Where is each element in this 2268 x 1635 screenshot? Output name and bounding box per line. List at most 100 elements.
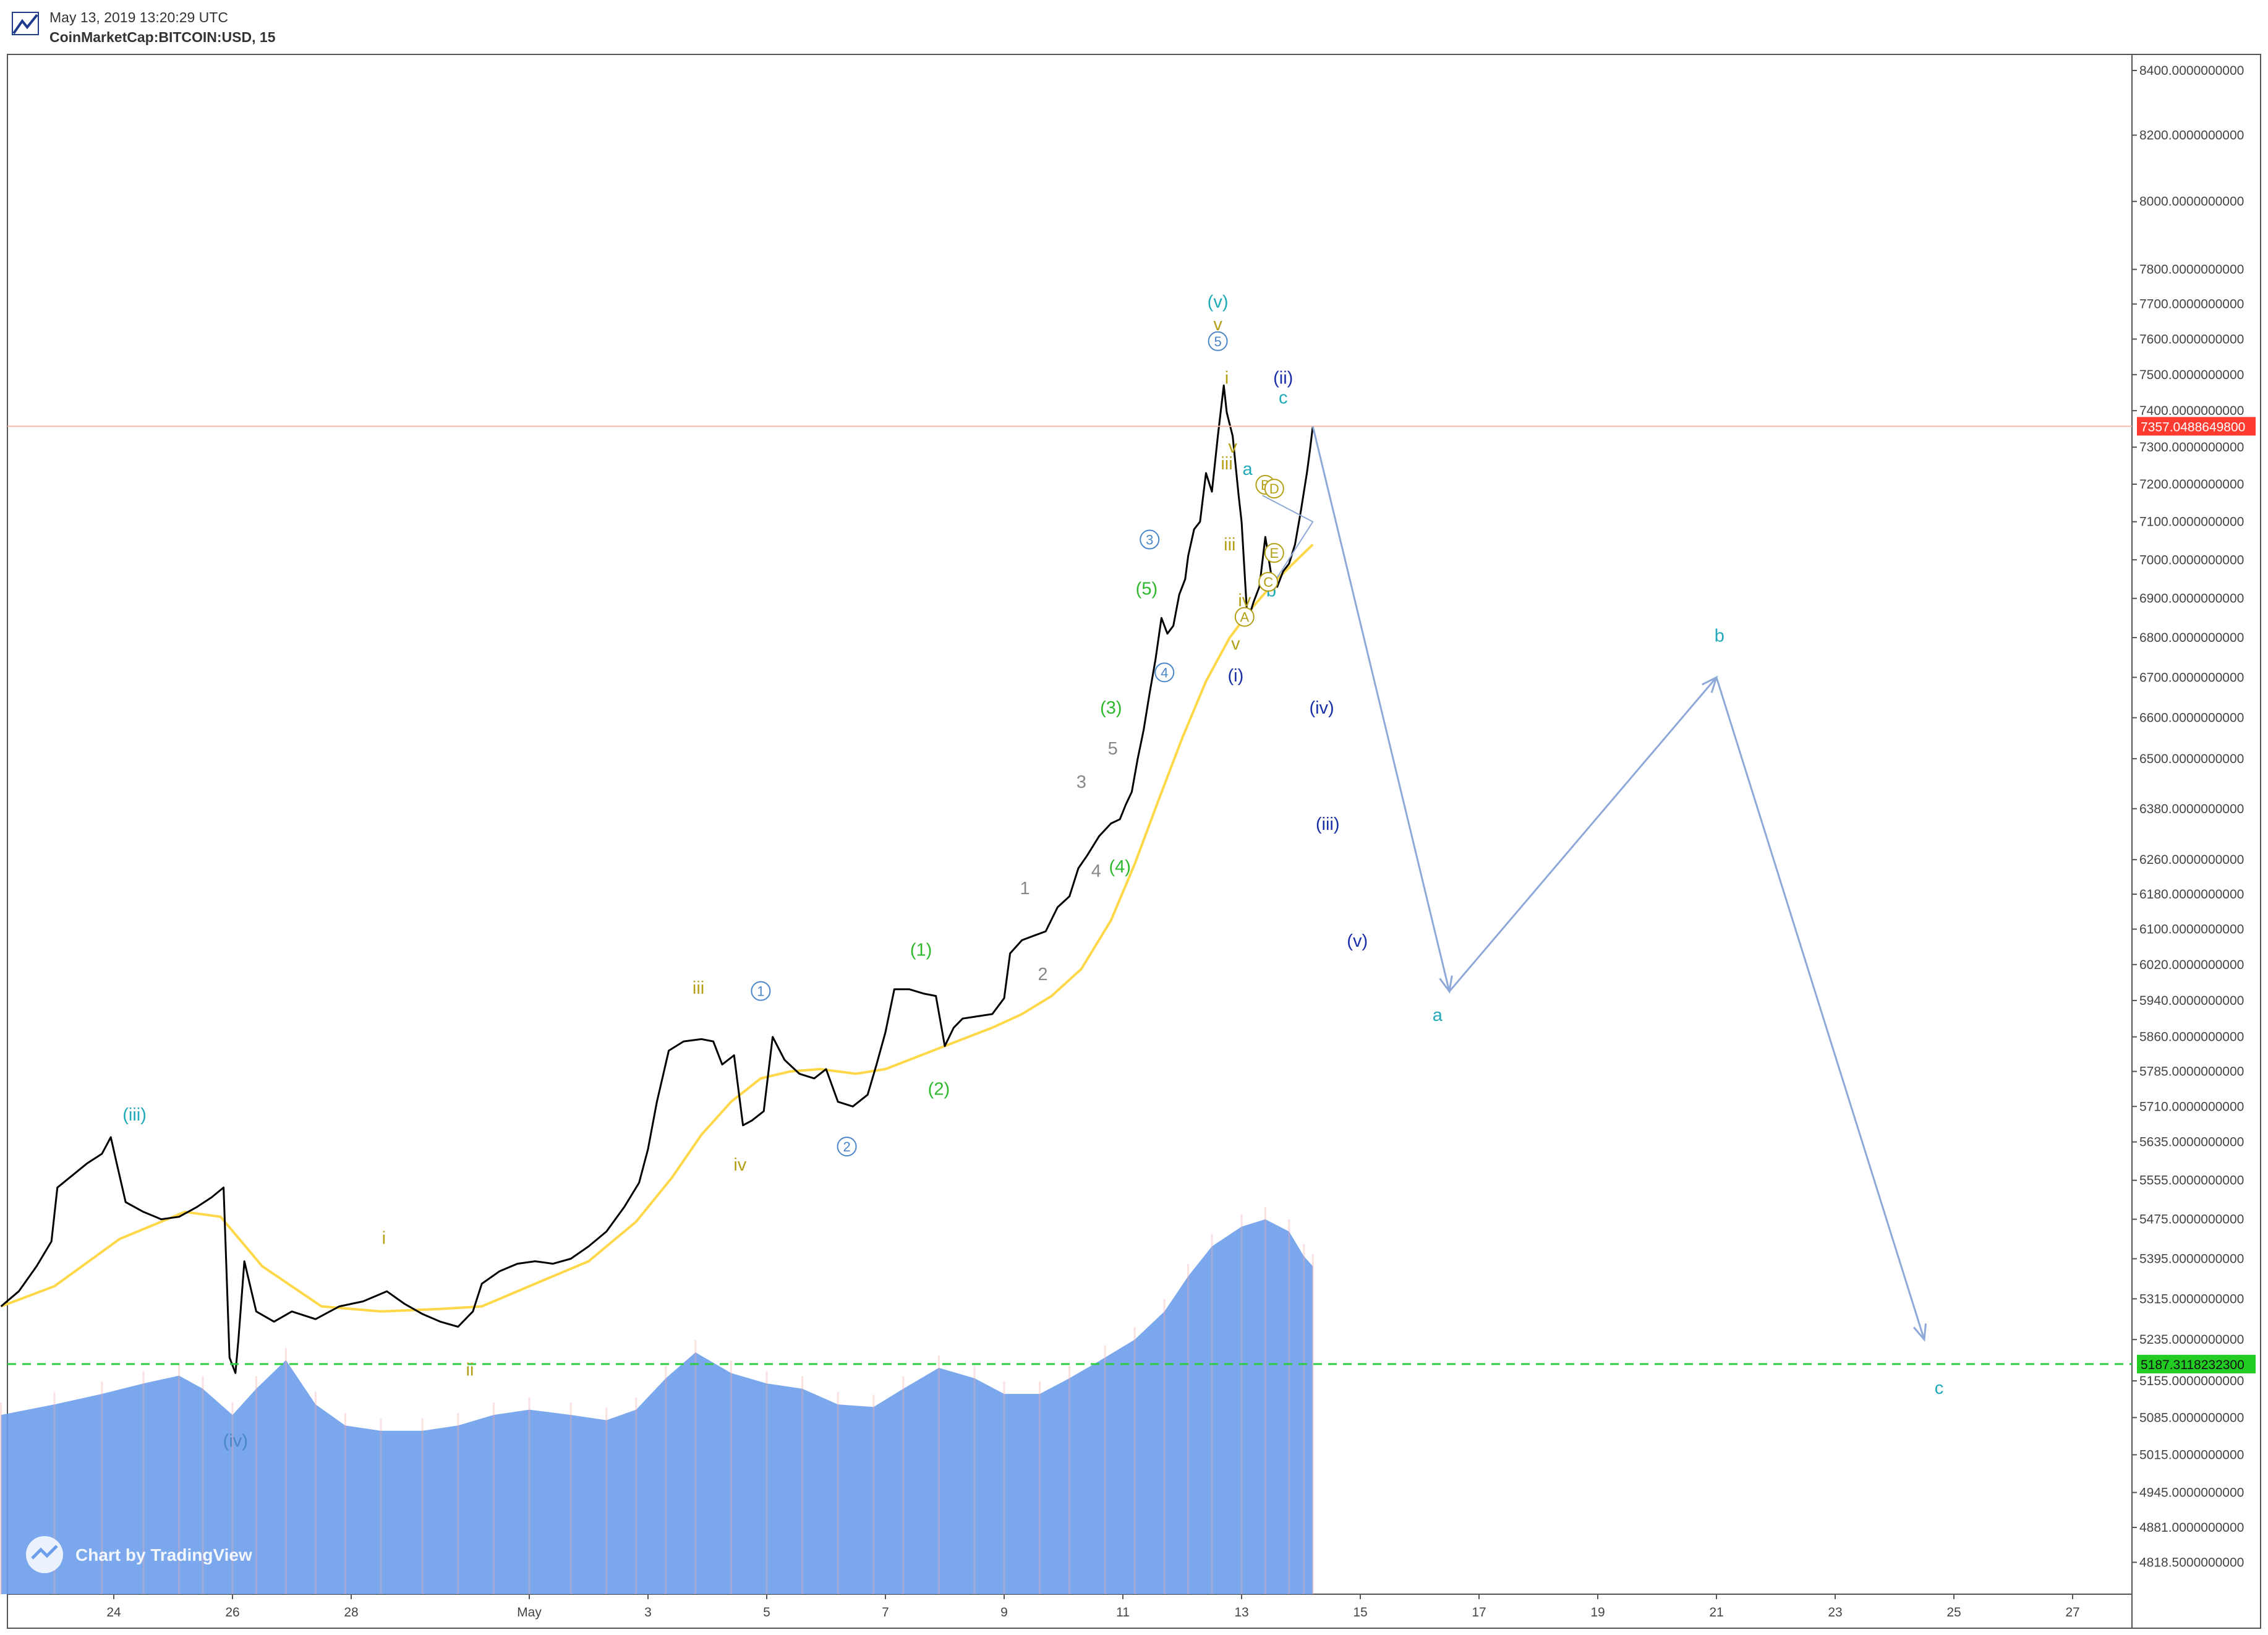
wave-label: 5 bbox=[1108, 739, 1118, 759]
wave-label-text: (4) bbox=[1109, 857, 1130, 877]
y-tick-label: 6600.0000000000 bbox=[2139, 711, 2244, 725]
wave-label-text: A bbox=[1240, 610, 1249, 625]
wave-label: b bbox=[1715, 626, 1724, 646]
wave-label: c bbox=[1935, 1378, 1944, 1398]
y-tick-label: 6500.0000000000 bbox=[2139, 752, 2244, 766]
wave-label: (iii) bbox=[1316, 814, 1340, 834]
y-tick-label: 5860.0000000000 bbox=[2139, 1030, 2244, 1044]
wave-label-text: C bbox=[1263, 574, 1273, 590]
price-series bbox=[0, 384, 1314, 1374]
wave-label-text: i bbox=[1225, 368, 1229, 388]
wave-label-text: D bbox=[1269, 481, 1279, 497]
price-axis[interactable]: 8400.0000000000 8200.0000000000 8000.00000… bbox=[2132, 64, 2244, 1569]
y-tick-label: 5155.0000000000 bbox=[2139, 1374, 2244, 1388]
wave-label-text: (iii) bbox=[1316, 814, 1340, 834]
wave-label-text: iii bbox=[693, 978, 704, 998]
triangle-pattern-line bbox=[1262, 495, 1314, 587]
wave-label-text: b bbox=[1715, 626, 1724, 646]
wave-label: (iii) bbox=[122, 1105, 147, 1125]
wave-label: (iv) bbox=[1309, 698, 1334, 718]
wave-label-text: E bbox=[1269, 545, 1279, 561]
horizontal-lines bbox=[7, 425, 2132, 1365]
wave-label: 2 bbox=[837, 1137, 857, 1157]
wave-label: 4 bbox=[1154, 662, 1175, 683]
wave-label-circle bbox=[837, 1137, 857, 1157]
wave-label: E bbox=[1264, 543, 1284, 563]
x-tick-label: 27 bbox=[2065, 1605, 2079, 1620]
y-tick-label: 5315.0000000000 bbox=[2139, 1292, 2244, 1306]
y-tick-label: 5235.0000000000 bbox=[2139, 1333, 2244, 1347]
wave-label: 3 bbox=[1076, 772, 1086, 792]
tradingview-logo-icon bbox=[12, 12, 39, 35]
y-tick-label: 6260.0000000000 bbox=[2139, 853, 2244, 867]
wave-label-text: 3 bbox=[1146, 532, 1153, 548]
volume-area bbox=[0, 1206, 1314, 1594]
y-tick-label: 8000.0000000000 bbox=[2139, 195, 2244, 209]
time-axis[interactable]: 24 26 28 May 3 5 7 9 11 13 15 17 19 21 23 25 27 bbox=[106, 1594, 2080, 1620]
y-tick-label: 7800.0000000000 bbox=[2139, 263, 2244, 277]
wave-label-text: 5 bbox=[1214, 334, 1221, 349]
support-price-badge: 5187.3118232300 bbox=[2137, 1354, 2256, 1373]
wave-label-text: 1 bbox=[1020, 879, 1030, 899]
projection-arrowhead bbox=[1913, 1323, 1927, 1342]
wave-label: iii bbox=[693, 978, 704, 998]
y-tick-label: 5085.0000000000 bbox=[2139, 1411, 2244, 1425]
wave-label-text: 5 bbox=[1108, 739, 1118, 759]
wave-label: 4 bbox=[1091, 861, 1101, 881]
wave-label-text: (ii) bbox=[1273, 368, 1293, 388]
y-tick-label: 5635.0000000000 bbox=[2139, 1135, 2244, 1150]
projection-segment bbox=[1715, 677, 1925, 1340]
wave-label-text: 2 bbox=[843, 1139, 850, 1155]
wave-label-text: (v) bbox=[1347, 931, 1368, 951]
snapshot-timestamp: May 13, 2019 13:20:29 UTC bbox=[49, 9, 228, 25]
y-tick-label: 5555.0000000000 bbox=[2139, 1174, 2244, 1188]
wave-label-text: i bbox=[382, 1228, 386, 1248]
wave-label-text: v bbox=[1213, 315, 1222, 335]
wave-label-text: (5) bbox=[1136, 579, 1157, 599]
y-tick-label: 7300.0000000000 bbox=[2139, 440, 2244, 455]
wave-label: v bbox=[1213, 315, 1222, 335]
x-tick-label: 9 bbox=[1000, 1605, 1008, 1620]
wave-label-circle bbox=[1264, 479, 1284, 499]
wave-label: (3) bbox=[1100, 698, 1122, 718]
wave-label: ii bbox=[466, 1360, 474, 1380]
x-tick-label: 21 bbox=[1709, 1605, 1723, 1620]
x-tick-label: 26 bbox=[225, 1605, 239, 1620]
x-tick-label: 13 bbox=[1234, 1605, 1248, 1620]
y-tick-label: 6900.0000000000 bbox=[2139, 592, 2244, 606]
y-tick-label: 6700.0000000000 bbox=[2139, 670, 2244, 685]
moving-average-series bbox=[0, 544, 1314, 1313]
wave-label: (v) bbox=[1208, 292, 1229, 312]
wave-label-circle bbox=[1208, 331, 1228, 351]
y-tick-label: 7600.0000000000 bbox=[2139, 332, 2244, 346]
x-tick-label: 23 bbox=[1828, 1605, 1842, 1620]
y-tick-label: 8400.0000000000 bbox=[2139, 64, 2244, 78]
wave-label: 2 bbox=[1038, 965, 1047, 984]
wave-label: (2) bbox=[928, 1079, 950, 1099]
x-tick-label: 28 bbox=[344, 1605, 358, 1620]
wave-label-text: (iv) bbox=[1309, 698, 1334, 718]
y-tick-label: 4818.5000000000 bbox=[2139, 1555, 2244, 1569]
wave-label: iii bbox=[1221, 454, 1232, 474]
symbol-title: CoinMarketCap:BITCOIN:USD, 15 bbox=[49, 29, 276, 45]
y-tick-label: 7200.0000000000 bbox=[2139, 477, 2244, 492]
wave-label: iv bbox=[733, 1155, 746, 1175]
y-tick-label: 5710.0000000000 bbox=[2139, 1099, 2244, 1114]
wave-label-circle bbox=[1154, 662, 1175, 683]
wave-label-text: (3) bbox=[1100, 698, 1122, 718]
wave-label: iii bbox=[1224, 535, 1235, 555]
projection-segment bbox=[1311, 426, 1451, 992]
tradingview-watermark[interactable]: Chart by TradingView bbox=[26, 1536, 252, 1573]
x-tick-label: 11 bbox=[1116, 1605, 1130, 1620]
y-tick-label: 5475.0000000000 bbox=[2139, 1213, 2244, 1227]
y-tick-label: 4881.0000000000 bbox=[2139, 1521, 2244, 1535]
y-tick-label: 4945.0000000000 bbox=[2139, 1486, 2244, 1500]
support-price-value: 5187.3118232300 bbox=[2141, 1358, 2245, 1372]
chart-frame bbox=[7, 54, 2261, 1629]
wave-label-text: ii bbox=[466, 1360, 474, 1380]
current-price-value: 7357.0488649800 bbox=[2141, 420, 2245, 434]
x-tick-label: 5 bbox=[763, 1605, 770, 1620]
wave-label-text: (i) bbox=[1228, 666, 1244, 686]
projection-segment bbox=[1448, 677, 1718, 993]
